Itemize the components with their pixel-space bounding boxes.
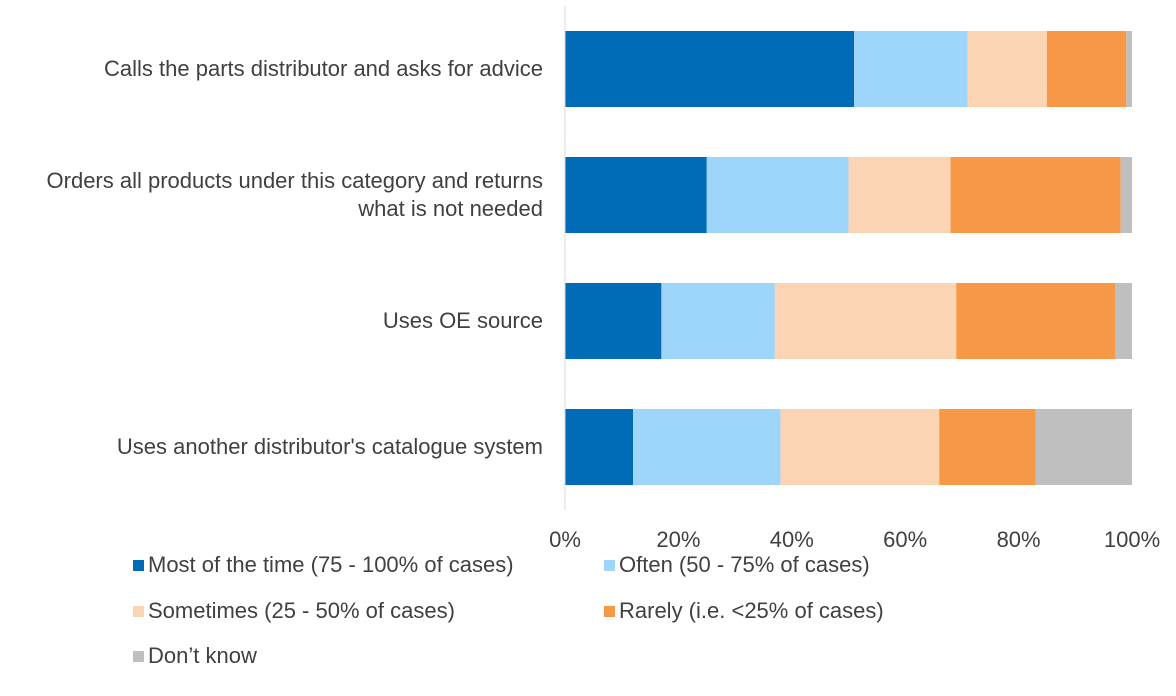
bar-segment bbox=[1046, 31, 1127, 107]
legend-swatch bbox=[604, 559, 615, 571]
legend-item: Often (50 - 75% of cases) bbox=[604, 551, 870, 579]
legend-label: Rarely (i.e. <25% of cases) bbox=[619, 598, 884, 623]
category-label: Uses another distributor's catalogue sys… bbox=[116, 434, 543, 459]
legend-label: Don’t know bbox=[148, 643, 257, 668]
bar-segment bbox=[565, 31, 855, 107]
bar-segment bbox=[848, 157, 951, 233]
legend-swatch bbox=[133, 559, 144, 571]
bar-segment bbox=[780, 409, 940, 485]
legend-item: Rarely (i.e. <25% of cases) bbox=[604, 597, 884, 625]
bar-segment bbox=[1126, 31, 1132, 107]
x-tick-label: 60% bbox=[883, 527, 927, 552]
legend-swatch bbox=[604, 605, 615, 617]
category-label: Orders all products under this category … bbox=[46, 168, 543, 221]
x-tick-label: 20% bbox=[656, 527, 700, 552]
legend-label: Sometimes (25 - 50% of cases) bbox=[148, 598, 455, 623]
bar-segment bbox=[939, 409, 1036, 485]
legend-label: Often (50 - 75% of cases) bbox=[619, 552, 870, 577]
bar-segment bbox=[633, 409, 781, 485]
bar-segment bbox=[774, 283, 957, 359]
x-tick-label: 100% bbox=[1104, 527, 1160, 552]
category-label: Calls the parts distributor and asks for… bbox=[104, 56, 543, 81]
bar-segment bbox=[956, 283, 1115, 359]
bar-segment bbox=[967, 31, 1047, 107]
x-tick-label: 0% bbox=[549, 527, 581, 552]
bar-segment bbox=[565, 409, 634, 485]
bar-segment bbox=[950, 157, 1121, 233]
bar-segment bbox=[706, 157, 849, 233]
x-tick-label: 40% bbox=[770, 527, 814, 552]
bar-segment bbox=[661, 283, 775, 359]
bar-segment bbox=[1120, 157, 1132, 233]
legend-label: Most of the time (75 - 100% of cases) bbox=[148, 552, 514, 577]
category-label: Uses OE source bbox=[382, 308, 543, 333]
bar-segment bbox=[565, 157, 707, 233]
bar-segment bbox=[1114, 283, 1132, 359]
bar-segment bbox=[1035, 409, 1132, 485]
legend-item: Most of the time (75 - 100% of cases) bbox=[133, 551, 514, 579]
legend-swatch bbox=[133, 650, 144, 662]
legend-item: Don’t know bbox=[133, 642, 257, 670]
x-tick-label: 80% bbox=[997, 527, 1041, 552]
bar-segment bbox=[854, 31, 968, 107]
legend-item: Sometimes (25 - 50% of cases) bbox=[133, 597, 455, 625]
legend-swatch bbox=[133, 605, 144, 617]
bar-segment bbox=[565, 283, 662, 359]
